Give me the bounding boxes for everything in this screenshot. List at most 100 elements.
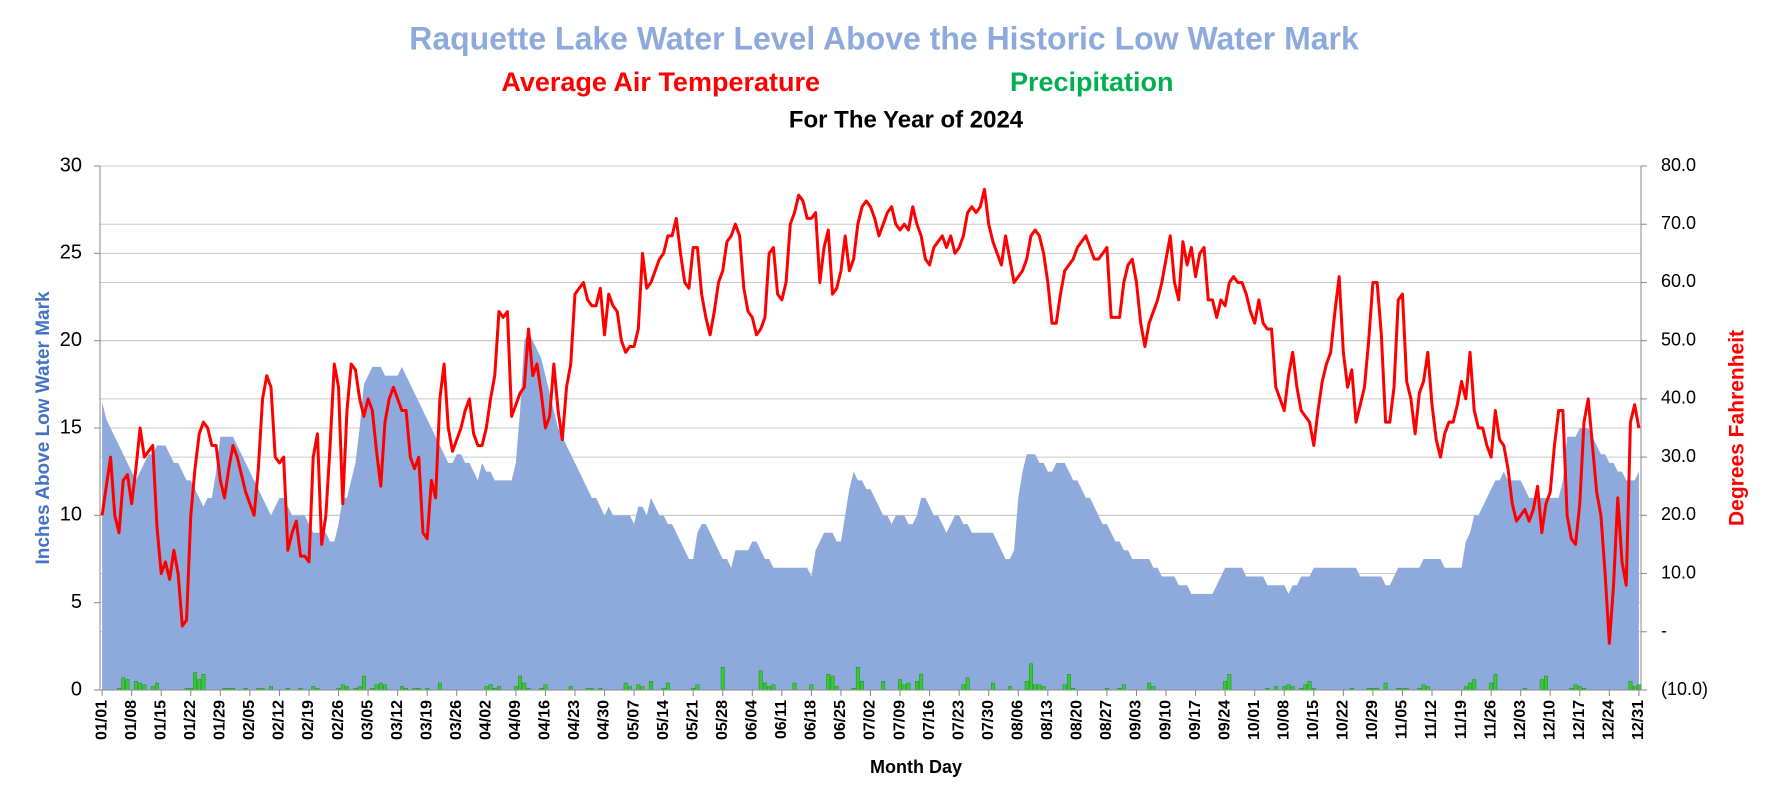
x-axis-label: Month Day <box>870 757 962 777</box>
precipitation-bar <box>1632 686 1637 691</box>
precipitation-bar <box>720 667 725 691</box>
precipitation-bar <box>860 681 864 691</box>
precipitation-bar <box>1463 686 1468 691</box>
y2-tick-label: 30.0 <box>1661 446 1696 466</box>
precipitation-bar <box>155 682 159 691</box>
precipitation-bar <box>138 682 143 691</box>
y-tick-label: 10 <box>60 504 82 526</box>
chart-subtitle: For The Year of 2024 <box>789 106 1024 133</box>
precipitation-bar <box>1121 684 1126 691</box>
x-tick-label: 03/26 <box>448 700 465 740</box>
precipitation-bar <box>767 686 772 691</box>
precipitation-bar <box>345 686 349 691</box>
precipitation-bar <box>834 686 839 691</box>
precipitation-bar <box>497 686 501 691</box>
x-tick-label: 12/10 <box>1541 700 1558 740</box>
precipitation-bar <box>826 674 831 691</box>
x-tick-label: 03/05 <box>359 700 376 740</box>
precipitation-bar <box>1303 684 1308 691</box>
x-tick-label: 06/25 <box>832 700 849 740</box>
precipitation-bar <box>792 682 797 691</box>
x-tick-label: 10/08 <box>1275 700 1292 740</box>
x-tick-label: 10/01 <box>1246 700 1263 740</box>
precipitation-bar <box>906 682 911 691</box>
x-tick-label: 01/01 <box>93 700 110 740</box>
water-level-area <box>102 331 1639 690</box>
precipitation-bar <box>627 686 632 691</box>
y2-axis-label: Degrees Fahrenheit <box>1726 330 1749 526</box>
x-tick-label: 02/05 <box>241 700 258 740</box>
x-tick-label: 01/22 <box>182 700 199 740</box>
precipitation-bar <box>1037 684 1042 691</box>
x-tick-label: 12/24 <box>1601 700 1618 740</box>
precipitation-bar <box>1223 681 1228 691</box>
x-tick-label: 02/12 <box>271 700 288 740</box>
precipitation-bar <box>1024 681 1029 691</box>
precipitation-bar <box>1636 684 1641 691</box>
precipitation-bar <box>1489 682 1494 691</box>
precipitation-bar <box>1307 681 1312 691</box>
x-tick-label: 06/11 <box>773 700 790 739</box>
x-tick-label: 06/04 <box>744 700 761 740</box>
precipitation-bar <box>1421 684 1426 691</box>
precipitation-bar <box>518 675 523 691</box>
x-tick-label: 07/02 <box>862 700 879 740</box>
precipitation-bar <box>361 675 366 691</box>
y-tick-label: 5 <box>71 591 82 613</box>
precipitation-bar <box>1062 684 1067 691</box>
x-tick-label: 07/09 <box>891 700 908 740</box>
precipitation-bar <box>1493 674 1498 691</box>
y2-tick-label: 10.0 <box>1661 562 1696 582</box>
legend-temperature: Average Air Temperature <box>501 67 820 97</box>
precipitation-bar <box>374 684 379 691</box>
precipitation-bar <box>763 682 767 691</box>
x-tick-label: 01/08 <box>123 700 140 740</box>
x-tick-label: 09/17 <box>1187 700 1204 740</box>
x-tick-label: 12/17 <box>1571 700 1588 740</box>
y-tick-label: 25 <box>60 242 82 264</box>
y-tick-label: 30 <box>60 154 82 176</box>
precipitation-bar <box>1573 684 1578 691</box>
precipitation-bar <box>919 674 924 691</box>
precipitation-bar <box>197 679 202 691</box>
precipitation-bar <box>961 684 966 691</box>
precipitation-bar <box>1147 682 1152 691</box>
x-tick-label: 11/05 <box>1394 700 1411 739</box>
precipitation-bar <box>640 686 645 691</box>
precipitation-bar <box>1151 686 1156 691</box>
precipitation-bar <box>898 679 902 691</box>
precipitation-bar <box>150 686 155 691</box>
x-tick-label: 10/22 <box>1335 700 1352 740</box>
precipitation-bar <box>1468 682 1472 691</box>
x-tick-label: 07/23 <box>950 700 967 740</box>
x-tick-label: 10/15 <box>1305 700 1322 740</box>
precipitation-bar <box>1041 686 1046 691</box>
precipitation-bar <box>990 682 995 691</box>
x-tick-label: 08/13 <box>1039 700 1056 740</box>
chart-title: Raquette Lake Water Level Above the Hist… <box>409 20 1359 56</box>
x-tick-label: 12/03 <box>1512 700 1529 740</box>
precipitation-bar <box>623 682 628 691</box>
precipitation-bar <box>1539 679 1544 691</box>
precipitation-bar <box>758 670 763 691</box>
x-tick-label: 08/20 <box>1069 700 1086 740</box>
precipitation-bar <box>1577 686 1582 691</box>
x-tick-label: 03/12 <box>389 700 406 740</box>
legend-precipitation: Precipitation <box>1010 67 1174 97</box>
x-tick-label: 04/16 <box>537 700 554 740</box>
precipitation-bar <box>568 686 573 691</box>
y2-tick-label: 40.0 <box>1661 388 1696 408</box>
precipitation-bar <box>902 684 907 691</box>
y-tick-label: 20 <box>60 329 82 351</box>
precipitation-bar <box>771 684 776 691</box>
precipitation-bar <box>1628 681 1633 691</box>
x-tick-label: 08/06 <box>1009 700 1026 740</box>
precipitation-bar <box>636 684 641 691</box>
precipitation-bar <box>133 681 138 691</box>
x-tick-label: 05/21 <box>684 700 701 740</box>
precipitation-bar <box>121 677 126 691</box>
x-tick-label: 04/02 <box>478 700 495 740</box>
precipitation-bar <box>1425 686 1430 691</box>
precipitation-bar <box>1290 686 1295 691</box>
